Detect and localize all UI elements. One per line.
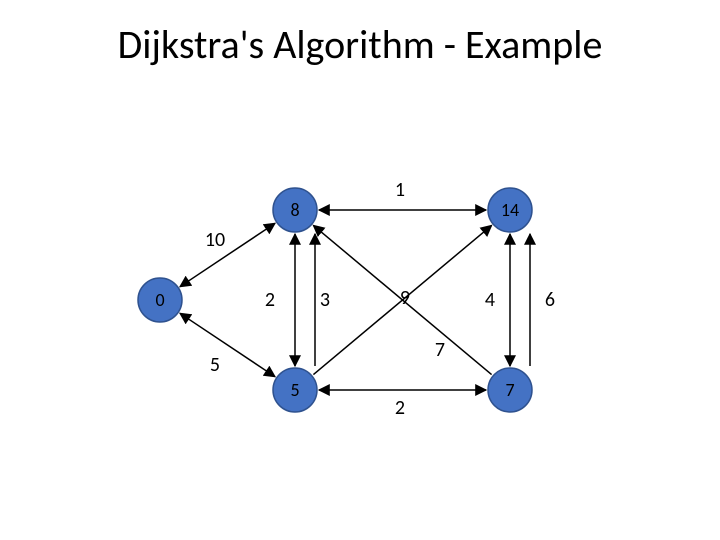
edge-weight: 5 <box>210 353 220 377</box>
edge-weight: 3 <box>320 288 330 312</box>
edge-weight: 4 <box>485 288 495 312</box>
edge-weight: 9 <box>400 286 410 310</box>
edge-weight: 2 <box>395 396 405 420</box>
graph-canvas <box>0 0 720 540</box>
node-label: 7 <box>505 379 514 401</box>
edge <box>180 223 275 286</box>
edge-weight: 2 <box>265 288 275 312</box>
edge-weight: 6 <box>545 288 555 312</box>
edge <box>180 313 275 376</box>
node-label: 5 <box>290 379 299 401</box>
edge-weight: 7 <box>435 338 445 362</box>
node-label: 14 <box>501 199 519 221</box>
edge-weight: 10 <box>205 228 225 252</box>
edge-weight: 1 <box>395 178 405 202</box>
node-label: 8 <box>290 199 299 221</box>
node-label: 0 <box>155 289 164 311</box>
